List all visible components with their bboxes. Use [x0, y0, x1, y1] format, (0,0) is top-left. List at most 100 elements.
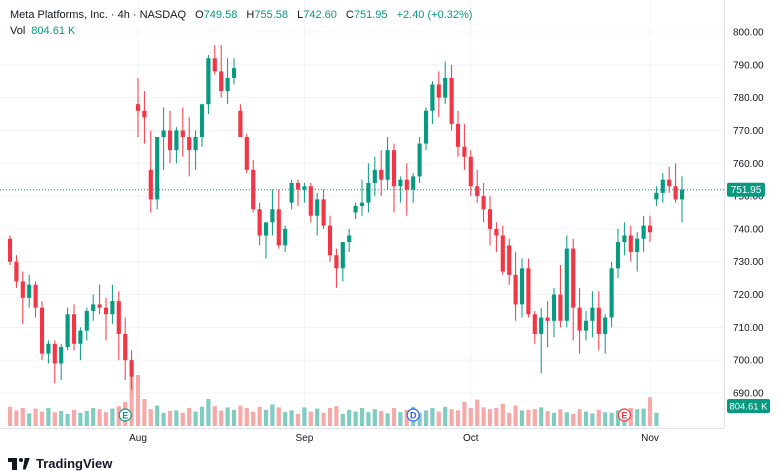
candle-body: [443, 77, 448, 98]
candle-body: [551, 294, 557, 321]
volume-bar: [180, 412, 185, 426]
volume-bar: [635, 409, 640, 426]
candle-body: [583, 320, 589, 331]
candle-body: [596, 307, 601, 334]
volume-bar: [423, 410, 429, 426]
candle-body: [167, 130, 173, 151]
candle-body: [366, 182, 371, 203]
volume-bar: [347, 409, 352, 426]
candle-body: [411, 176, 416, 190]
candle-body: [180, 130, 185, 138]
dividend-marker-icon[interactable]: [406, 408, 420, 422]
volume-bar: [315, 408, 320, 426]
volume-bar: [148, 409, 153, 426]
low-label: L: [297, 9, 304, 21]
volume-bar: [174, 410, 179, 426]
volume-bar: [327, 408, 333, 426]
candle-body: [174, 130, 179, 151]
candle-body: [423, 110, 429, 144]
candle-body: [404, 179, 409, 190]
volume-bar: [551, 412, 557, 426]
volume-bar: [257, 406, 262, 426]
volume-bar: [46, 408, 51, 426]
volume-bar: [449, 409, 454, 426]
candle-body: [231, 68, 237, 78]
price-axis[interactable]: 690.00 700.00 710.00 720.00 730.00 740.00 750.…: [733, 28, 764, 400]
candle-body: [628, 235, 633, 252]
price-tick-label: 770.00: [733, 126, 764, 137]
price-tick-label: 710.00: [733, 323, 764, 334]
candle-body: [110, 301, 115, 315]
volume-bar: [52, 412, 57, 426]
earnings-marker-icon[interactable]: [118, 408, 132, 422]
candle-body: [526, 268, 531, 315]
volume-bar: [308, 411, 313, 426]
volume-bar: [340, 414, 345, 426]
candle-body: [436, 84, 441, 98]
volume-bars: [7, 375, 659, 426]
open-value: 749.58: [203, 9, 238, 21]
volume-bar: [231, 409, 237, 426]
volume-bar: [455, 410, 461, 426]
candle-body: [660, 179, 665, 193]
candle-body: [84, 310, 89, 331]
high-label: H: [246, 9, 255, 21]
candle-body: [52, 343, 57, 364]
candle-body: [385, 150, 390, 180]
tradingview-wordmark: TradingView: [36, 456, 113, 471]
volume-bar: [244, 408, 249, 426]
volume-bar: [251, 411, 256, 426]
volume-bar: [187, 408, 192, 426]
price-tick-label: 700.00: [733, 356, 764, 367]
candle-body: [71, 314, 77, 344]
candle-body: [398, 179, 403, 187]
price-tick-label: 740.00: [733, 224, 764, 235]
volume-bar: [167, 411, 173, 426]
candle-body: [161, 130, 166, 138]
price-tick-label: 780.00: [733, 93, 764, 104]
candle-body: [276, 209, 281, 246]
volume-bar: [193, 411, 198, 426]
legend-row-volume: Vol 804.61 K: [10, 24, 472, 38]
candle-body: [212, 58, 217, 72]
tradingview-logo[interactable]: TradingView: [8, 456, 112, 471]
volume-tag-label: 804.61 K: [729, 402, 768, 413]
volume-bar: [468, 408, 473, 426]
candle-body: [500, 235, 505, 272]
candle-body: [571, 248, 576, 308]
candle-body: [78, 330, 83, 344]
volume-bar: [219, 410, 224, 426]
candle-body: [123, 333, 128, 361]
candle-body: [513, 274, 518, 305]
time-axis[interactable]: Aug Sep Oct Nov: [129, 433, 659, 444]
volume-bar: [14, 410, 19, 426]
price-tick-label: 750.00: [733, 192, 764, 203]
volume-bar: [558, 409, 563, 426]
volume-bar: [295, 414, 301, 426]
volume-bar: [513, 405, 518, 426]
volume-bar: [398, 412, 403, 426]
candle-body: [615, 242, 621, 269]
candle-body: [462, 146, 467, 157]
volume-bar: [212, 406, 217, 426]
candle-body: [449, 77, 454, 124]
candle-body: [417, 143, 422, 177]
volume-bar: [206, 399, 211, 426]
volume-bar: [20, 408, 25, 426]
time-tick-label: Nov: [641, 433, 659, 444]
candle-body: [59, 347, 64, 364]
volume-bar: [654, 412, 659, 426]
candle-body: [391, 150, 397, 187]
candle-body: [519, 268, 525, 305]
candle-body: [238, 110, 243, 138]
candle-body: [667, 179, 672, 187]
volume-bar: [391, 408, 397, 426]
volume-bar: [65, 414, 70, 426]
earnings-marker-icon[interactable]: [617, 408, 632, 422]
volume-bar: [302, 407, 307, 426]
volume-bar: [628, 408, 633, 426]
volume-bar: [379, 411, 384, 426]
symbol-label[interactable]: Meta Platforms, Inc. · 4h · NASDAQ: [10, 9, 187, 21]
